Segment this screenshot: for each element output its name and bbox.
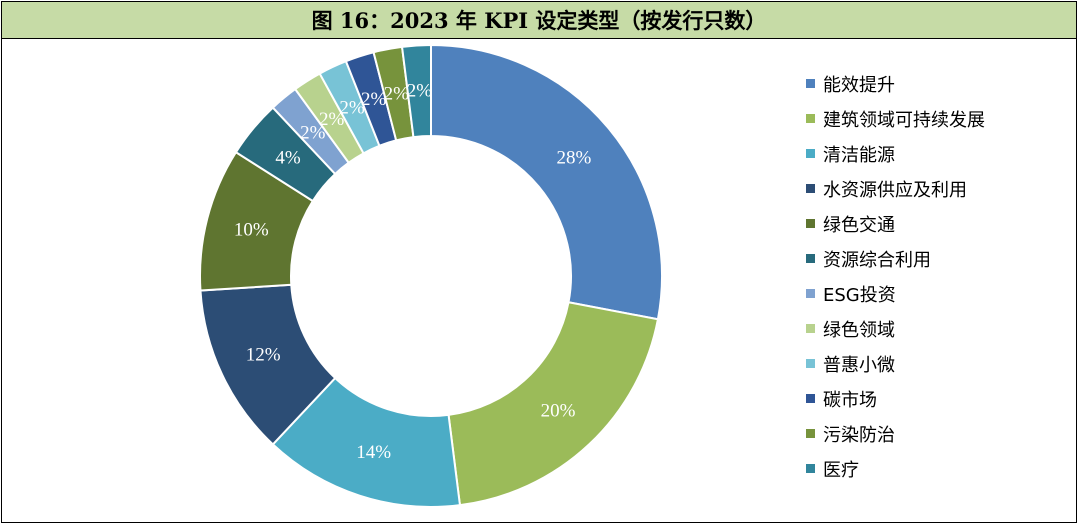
legend-item: 普惠小微 xyxy=(806,346,985,381)
slice-2 xyxy=(447,301,660,507)
legend-item: 能效提升 xyxy=(806,66,985,101)
slice-1 xyxy=(430,43,663,321)
slice-label-1: 28% xyxy=(557,147,592,168)
slice-label-2: 20% xyxy=(541,401,576,422)
legend-label: 建筑领域可持续发展 xyxy=(823,109,985,131)
legend-swatch xyxy=(806,324,815,333)
labels-group: 28%20%14%12%10%4%2%2%2%2%2%2% xyxy=(234,80,592,463)
legend-swatch xyxy=(806,289,815,298)
legend-swatch xyxy=(806,219,815,228)
legend-label: 资源综合利用 xyxy=(823,249,931,271)
legend-label: 绿色交通 xyxy=(823,214,895,236)
legend-label: 普惠小微 xyxy=(823,354,895,376)
legend-swatch xyxy=(806,429,815,438)
legend-label: ESG投资 xyxy=(823,284,896,306)
legend-swatch xyxy=(806,114,815,123)
legend: 能效提升建筑领域可持续发展 清洁能源水资源供应及利用 绿色交通资源综合利用 ESG投资… xyxy=(806,66,985,486)
legend-label: 能效提升 xyxy=(823,74,895,96)
legend-swatch xyxy=(806,79,815,88)
legend-swatch xyxy=(806,394,815,403)
legend-swatch xyxy=(806,359,815,368)
slice-label-5: 10% xyxy=(234,219,269,240)
legend-item: 医疗 xyxy=(806,451,985,486)
legend-swatch xyxy=(806,149,815,158)
legend-item: 资源综合利用 xyxy=(806,241,985,276)
legend-swatch xyxy=(806,254,815,263)
legend-item: 清洁能源 xyxy=(806,136,985,171)
legend-label: 碳市场 xyxy=(823,389,877,411)
chart-title: 图 16：2023 年 KPI 设定类型（按发行只数） xyxy=(2,2,1076,39)
legend-item: ESG投资 xyxy=(806,276,985,311)
slice-label-10: 2% xyxy=(361,89,387,110)
legend-item: 水资源供应及利用 xyxy=(806,171,985,206)
legend-item: 建筑领域可持续发展 xyxy=(806,101,985,136)
slice-label-7: 2% xyxy=(300,123,326,144)
legend-item: 污染防治 xyxy=(806,416,985,451)
slice-label-11: 2% xyxy=(384,83,410,104)
legend-item: 绿色领域 xyxy=(806,311,985,346)
slice-label-9: 2% xyxy=(339,98,365,119)
slice-label-4: 12% xyxy=(246,344,281,365)
slice-label-6: 4% xyxy=(275,147,301,168)
legend-item: 绿色交通 xyxy=(806,206,985,241)
legend-swatch xyxy=(806,464,815,473)
slice-12 xyxy=(400,43,432,139)
legend-label: 污染防治 xyxy=(823,424,895,446)
legend-item: 碳市场 xyxy=(806,381,985,416)
slice-label-3: 14% xyxy=(356,442,391,463)
legend-swatch xyxy=(806,184,815,193)
legend-label: 医疗 xyxy=(823,459,859,481)
legend-label: 水资源供应及利用 xyxy=(823,179,967,201)
slices-group xyxy=(199,43,663,508)
legend-label: 清洁能源 xyxy=(823,144,895,166)
slice-label-12: 2% xyxy=(407,80,433,101)
legend-label: 绿色领域 xyxy=(823,319,895,341)
slice-label-8: 2% xyxy=(319,109,345,130)
